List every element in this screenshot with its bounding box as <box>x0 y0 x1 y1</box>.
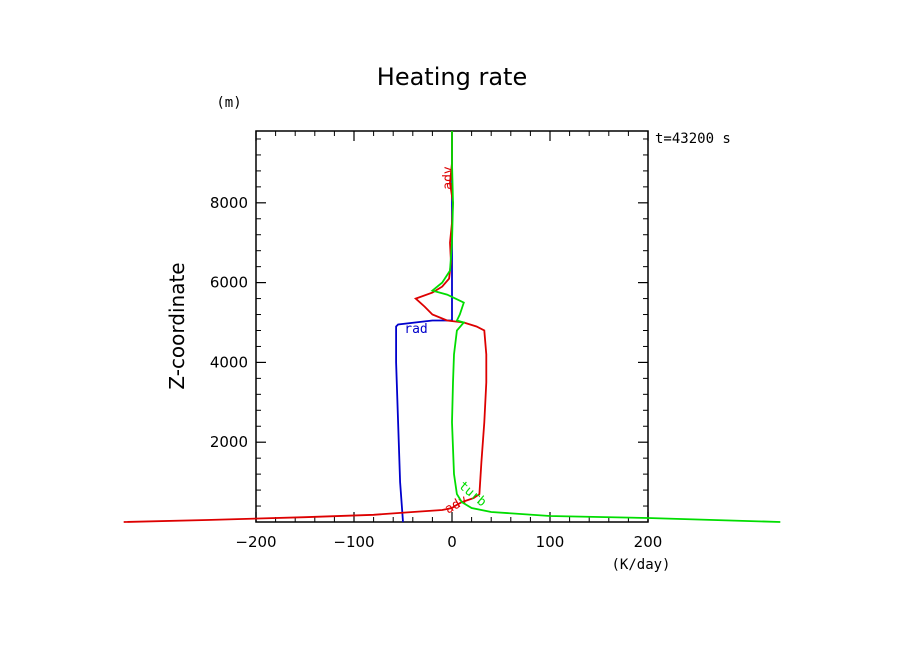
series-line-adv <box>123 131 488 523</box>
axis-ticks <box>255 131 649 522</box>
x-tick-label: 0 <box>447 533 457 551</box>
x-tick-label: 100 <box>536 533 565 551</box>
x-unit-label: (K/day) <box>611 557 670 573</box>
series-label-adv-upper: adv <box>441 166 456 190</box>
y-axis-label: Z-coordinate <box>165 262 189 389</box>
y-unit-label: (m) <box>216 95 241 111</box>
x-tick-label: 200 <box>634 533 663 551</box>
x-tick-label: −100 <box>333 533 374 551</box>
series-label-rad: rad <box>404 322 427 337</box>
tick-labels: −200 −100 0 100 200 2000 4000 6000 8000 <box>210 194 663 551</box>
y-tick-label: 2000 <box>210 433 248 451</box>
time-label: t=43200 s <box>655 131 731 147</box>
y-tick-label: 8000 <box>210 194 248 212</box>
y-tick-label: 4000 <box>210 353 248 371</box>
chart-title: Heating rate <box>377 63 527 91</box>
x-tick-label: −200 <box>235 533 276 551</box>
series-line-turb <box>430 131 781 523</box>
y-tick-label: 6000 <box>210 274 248 292</box>
